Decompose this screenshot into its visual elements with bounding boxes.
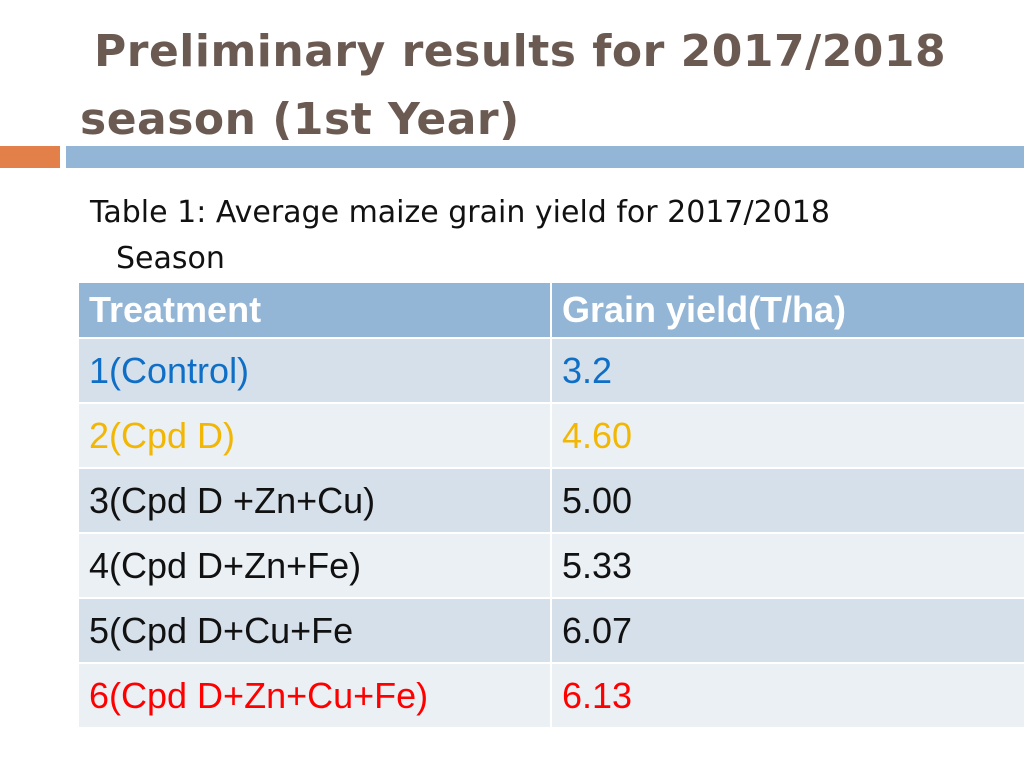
- table-caption-line2: Season: [116, 241, 225, 276]
- table-row: 4(Cpd D+Zn+Fe) 5.33: [77, 532, 1024, 599]
- header-grain-yield: Grain yield(T/ha): [550, 281, 1024, 339]
- table-row: 2(Cpd D) 4.60: [77, 402, 1024, 469]
- treatment-cell: 1(Control): [77, 337, 552, 404]
- table-header-row: Treatment Grain yield(T/ha): [77, 281, 1024, 339]
- treatment-cell: 2(Cpd D): [77, 402, 552, 469]
- yield-cell: 5.33: [550, 532, 1024, 599]
- yield-cell: 6.13: [550, 662, 1024, 729]
- yield-table: Treatment Grain yield(T/ha) 1(Control) 3…: [77, 281, 1024, 729]
- slide-title: Preliminary results for 2017/2018 season…: [80, 18, 980, 154]
- accent-bar-blue: [66, 146, 1024, 168]
- accent-bar-orange: [0, 146, 60, 168]
- treatment-cell: 4(Cpd D+Zn+Fe): [77, 532, 552, 599]
- slide-title-line2: season (1st Year): [80, 94, 520, 145]
- table-caption: Table 1: Average maize grain yield for 2…: [90, 190, 970, 282]
- yield-cell: 4.60: [550, 402, 1024, 469]
- table-row: 1(Control) 3.2: [77, 337, 1024, 404]
- yield-cell: 5.00: [550, 467, 1024, 534]
- treatment-cell: 6(Cpd D+Zn+Cu+Fe): [77, 662, 552, 729]
- yield-cell: 3.2: [550, 337, 1024, 404]
- header-treatment: Treatment: [77, 281, 552, 339]
- treatment-cell: 5(Cpd D+Cu+Fe: [77, 597, 552, 664]
- table-row: 5(Cpd D+Cu+Fe 6.07: [77, 597, 1024, 664]
- table-row: 6(Cpd D+Zn+Cu+Fe) 6.13: [77, 662, 1024, 729]
- yield-cell: 6.07: [550, 597, 1024, 664]
- table-row: 3(Cpd D +Zn+Cu) 5.00: [77, 467, 1024, 534]
- slide-title-line1: Preliminary results for 2017/2018: [94, 26, 947, 77]
- treatment-cell: 3(Cpd D +Zn+Cu): [77, 467, 552, 534]
- table-caption-line1: Table 1: Average maize grain yield for 2…: [90, 195, 830, 230]
